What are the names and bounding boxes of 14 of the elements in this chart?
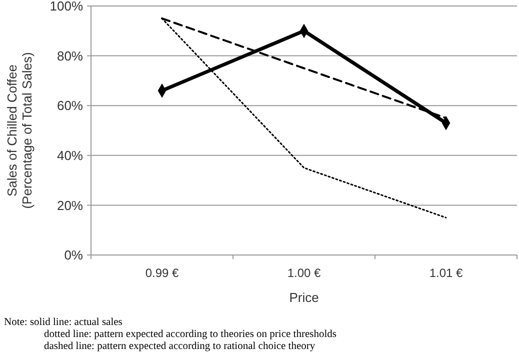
text: dotted line: pattern expected according to theories on price thresholds xyxy=(44,329,336,340)
y-tick-label: 20% xyxy=(56,198,84,213)
x-tick-label: 1.01 € xyxy=(429,266,463,280)
y-tick-label: 0% xyxy=(64,248,84,263)
text: dashed line: pattern expected according to rational choice theory xyxy=(44,341,316,352)
x-tick-label: 1.00 € xyxy=(287,266,321,280)
y-axis-title: Sales of Chilled Coffee (Percentage of Total Sales) xyxy=(4,52,35,209)
text: Note: solid line: actual sales xyxy=(4,317,122,328)
y-tick-label: 60% xyxy=(56,98,84,114)
y-tick-label: 80% xyxy=(56,48,84,64)
x-axis-title: Price xyxy=(289,290,319,305)
y-tick-label: 100% xyxy=(50,0,84,14)
y-tick-label: 40% xyxy=(56,148,84,163)
x-tick-label: 0.99 € xyxy=(145,266,179,280)
